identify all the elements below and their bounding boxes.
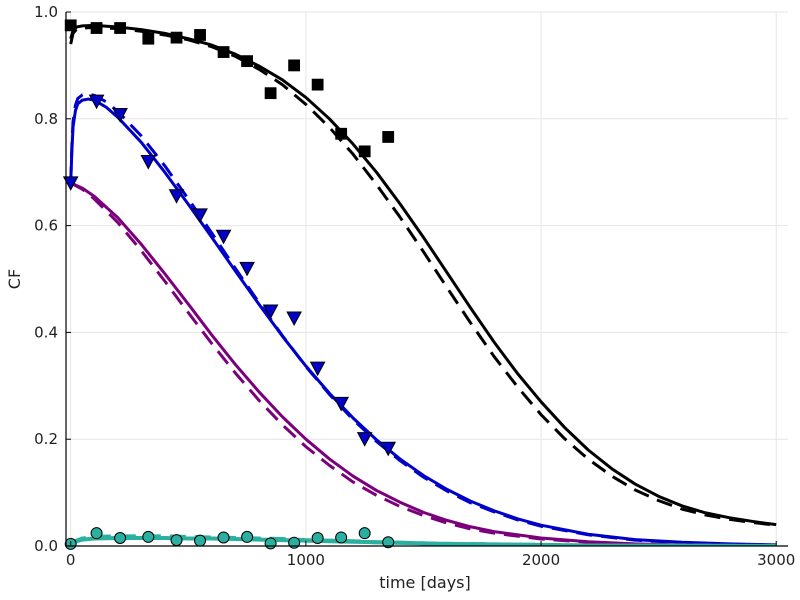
data-point-circle <box>142 530 155 543</box>
data-point-square <box>358 145 371 158</box>
data-point-square <box>170 31 183 44</box>
y-tick-label: 0.0 <box>34 537 58 555</box>
data-point-triangle <box>309 361 326 377</box>
data-point-triangle <box>239 261 255 277</box>
data-point-circle <box>217 531 230 544</box>
axes: 0 1000 2000 3000 0.0 0.2 0.4 0.6 0.8 1.0 <box>34 3 795 569</box>
data-point-square <box>90 22 103 34</box>
data-point-circle <box>358 527 371 540</box>
data-point-square <box>194 29 206 41</box>
y-tick-label: 0.2 <box>34 430 58 448</box>
data-point-square <box>142 32 155 45</box>
data-point-circle <box>335 531 348 544</box>
y-tick-label: 0.6 <box>34 217 58 235</box>
data-point-circle <box>241 530 254 543</box>
data-point-circle <box>288 536 301 549</box>
y-axis-label: CF <box>5 269 24 289</box>
data-point-circle <box>170 534 183 547</box>
data-point-triangle <box>380 441 397 457</box>
x-tick-label: 2000 <box>522 551 560 569</box>
x-tick-label: 3000 <box>757 551 795 569</box>
data-point-square <box>264 87 277 100</box>
data-point-triangle <box>62 176 79 191</box>
data-point-square <box>288 59 301 72</box>
data-point-square <box>217 46 230 58</box>
data-point-triangle <box>168 189 185 204</box>
x-axis-label: time [days] <box>379 573 470 592</box>
data-point-circle <box>311 531 324 544</box>
data-point-triangle <box>112 108 128 123</box>
data-point-triangle <box>356 432 373 447</box>
data-point-square <box>64 19 77 32</box>
series-line-3 <box>69 92 777 546</box>
series-line-7 <box>70 534 777 546</box>
plot-area <box>62 19 777 550</box>
data-point-circle <box>194 534 207 547</box>
data-point-triangle <box>140 155 157 170</box>
data-point-square <box>311 78 324 91</box>
data-point-square <box>241 55 253 68</box>
y-tick-label: 0.4 <box>34 323 58 341</box>
series-line-1 <box>69 25 777 527</box>
series-line-5 <box>69 181 777 546</box>
data-point-square <box>335 127 348 140</box>
x-tick-label: 1000 <box>287 551 325 569</box>
data-point-triangle <box>333 396 349 412</box>
data-point-circle <box>382 536 395 549</box>
data-point-circle <box>90 527 103 540</box>
x-tick-label: 0 <box>66 551 76 569</box>
grid <box>66 11 788 547</box>
y-tick-label: 0.8 <box>34 110 58 128</box>
data-point-triangle <box>192 208 208 223</box>
series-line-0 <box>69 23 777 527</box>
data-point-circle <box>114 531 127 544</box>
data-point-square <box>382 131 395 143</box>
y-tick-label: 1.0 <box>34 3 58 21</box>
data-point-triangle <box>262 304 279 320</box>
data-point-triangle <box>286 311 302 327</box>
data-point-circle <box>264 537 277 550</box>
data-point-triangle <box>88 94 105 110</box>
data-point-square <box>114 22 126 34</box>
data-point-triangle <box>215 229 232 245</box>
